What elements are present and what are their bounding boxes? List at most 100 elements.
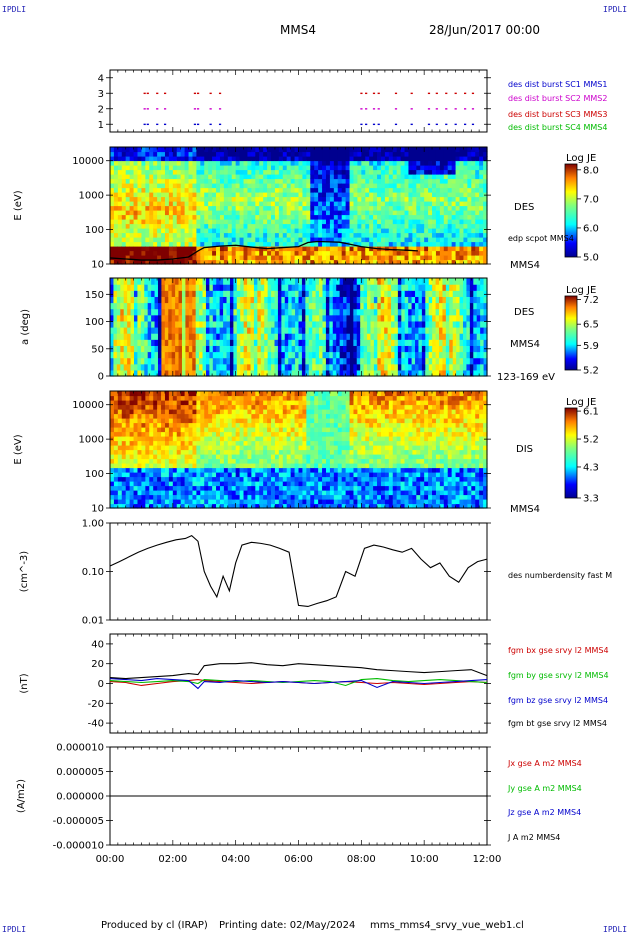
heatmap-cell: [408, 147, 413, 153]
heatmap-cell: [185, 333, 190, 340]
heatmap-cell: [443, 219, 449, 225]
heatmap-cell: [188, 339, 193, 346]
heatmap-cell: [149, 494, 154, 500]
heatmap-cell: [125, 237, 131, 243]
heatmap-cell: [455, 223, 461, 229]
heatmap-cell: [294, 147, 300, 153]
heatmap-cell: [370, 351, 375, 359]
heatmap-cell: [185, 278, 190, 285]
heatmap-cell: [172, 228, 178, 234]
heatmap-cell: [195, 363, 200, 371]
heatmap-cell: [120, 278, 125, 285]
heatmap-cell: [253, 327, 258, 334]
heatmap-cell: [396, 232, 402, 238]
heatmap-cell: [110, 205, 115, 211]
heatmap-cell: [291, 327, 296, 334]
heatmap-cell: [172, 178, 178, 184]
heatmap-cell: [278, 147, 284, 153]
heatmap-cell: [113, 259, 119, 265]
heatmap-cell: [147, 333, 152, 340]
heatmap-cell: [294, 165, 300, 171]
heatmap-cell: [290, 214, 296, 220]
heatmap-cell: [141, 174, 146, 180]
colorbar-tick-label: 6.0: [583, 223, 599, 234]
heatmap-cell: [308, 345, 313, 353]
heatmap-cell: [384, 369, 389, 377]
heatmap-cell: [125, 395, 131, 401]
heatmap-cell: [110, 339, 115, 346]
heatmap-cell: [404, 308, 409, 316]
heatmap-cell: [286, 205, 292, 211]
heatmap-cell: [141, 463, 146, 469]
heatmap-cell: [377, 255, 382, 261]
heatmap-cell: [200, 174, 205, 180]
heatmap-cell: [192, 278, 197, 285]
heatmap-cell: [373, 160, 378, 166]
heatmap-cell: [277, 369, 282, 377]
heatmap-cell: [145, 481, 150, 487]
heatmap-cell: [420, 192, 425, 198]
heatmap-cell: [129, 391, 135, 397]
heatmap-cell: [315, 284, 320, 291]
heatmap-cell: [204, 183, 209, 189]
heatmap-cell: [129, 413, 135, 419]
heatmap-cell: [288, 308, 293, 316]
heatmap-cell: [243, 232, 249, 238]
heatmap-cell: [195, 339, 200, 346]
heatmap-cell: [424, 174, 429, 180]
heatmap-cell: [329, 320, 334, 328]
heatmap-cell: [255, 160, 260, 166]
heatmap-cell: [373, 169, 378, 175]
heatmap-cell: [157, 174, 162, 180]
heatmap-cell: [168, 183, 174, 189]
heatmap-cell: [408, 214, 413, 220]
heatmap-cell: [239, 250, 245, 256]
heatmap-cell: [456, 369, 461, 377]
heatmap-cell: [239, 214, 245, 220]
heatmap-cell: [356, 278, 361, 285]
heatmap-cell: [181, 327, 186, 334]
heatmap-cell: [235, 223, 241, 229]
heatmap-cell: [329, 246, 335, 252]
heatmap-cell: [294, 183, 300, 189]
heatmap-cell: [209, 290, 214, 297]
heatmap-cell: [322, 314, 327, 322]
heatmap-cell: [310, 201, 315, 207]
heatmap-cell: [306, 237, 311, 243]
heatmap-cell: [192, 357, 197, 365]
heatmap-cell: [161, 165, 166, 171]
heatmap-cell: [216, 219, 221, 225]
heatmap-cell: [176, 183, 182, 189]
heatmap-cell: [336, 284, 341, 291]
heatmap-cell: [384, 339, 389, 346]
heatmap-cell: [243, 357, 248, 365]
heatmap-cell: [231, 214, 237, 220]
heatmap-cell: [447, 210, 453, 216]
heatmap-cell: [380, 259, 386, 265]
heatmap-cell: [449, 308, 454, 316]
heatmap-cell: [216, 214, 221, 220]
heatmap-cell: [322, 196, 327, 202]
heatmap-cell: [329, 232, 335, 238]
heatmap-cell: [337, 210, 343, 216]
heatmap-cell: [333, 178, 339, 184]
heatmap-cell: [195, 290, 200, 297]
heatmap-cell: [380, 192, 386, 198]
heatmap-cell: [306, 205, 311, 211]
heatmap-cell: [404, 255, 410, 261]
heatmap-cell: [184, 192, 190, 198]
heatmap-cell: [123, 345, 128, 353]
heatmap-cell: [113, 449, 119, 455]
heatmap-cell: [137, 278, 142, 285]
heatmap-cell: [475, 183, 480, 189]
heatmap-cell: [373, 210, 378, 216]
heatmap-cell: [133, 178, 139, 184]
heatmap-cell: [219, 214, 225, 220]
heatmap-cell: [137, 490, 143, 496]
heatmap-cell: [188, 320, 193, 328]
heatmap-cell: [133, 302, 139, 310]
heatmap-cell: [176, 223, 182, 229]
heatmap-cell: [263, 160, 268, 166]
heatmap-cell: [219, 156, 225, 162]
heatmap-cell: [435, 290, 440, 297]
